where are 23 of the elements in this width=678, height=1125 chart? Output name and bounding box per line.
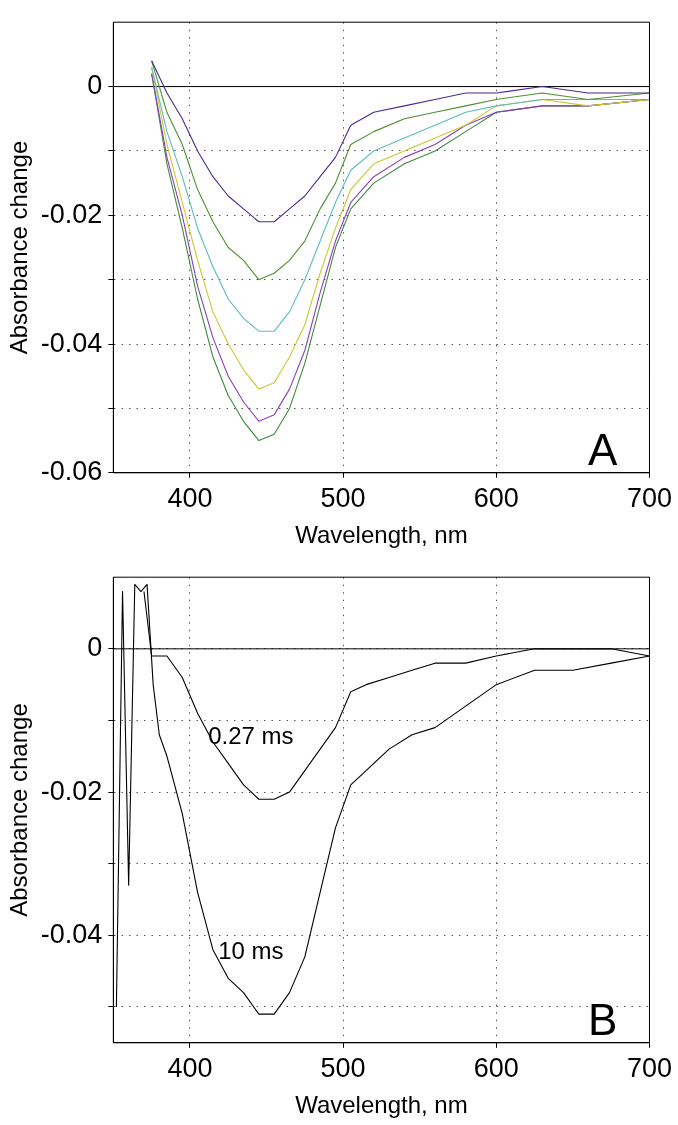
x-tick-label: 400 (167, 1053, 213, 1084)
series-label: 0.27 ms (208, 721, 294, 749)
annotation: A (588, 424, 619, 474)
y-tick-label: -0.04 (40, 327, 103, 358)
series-label: 10 ms (218, 936, 284, 964)
annotation: B (588, 994, 618, 1044)
x-tick-label: 600 (473, 483, 519, 514)
x-axis-title: Wavelength, nm (295, 521, 468, 549)
y-tick-label: -0.06 (40, 456, 103, 487)
y-tick-label: 0 (87, 70, 103, 101)
x-tick-label: 500 (320, 483, 366, 514)
x-tick-label: 600 (473, 1053, 519, 1084)
y-tick-label: -0.02 (40, 198, 103, 229)
y-axis-title: Absorbance change (5, 140, 33, 355)
y-axis-title: Absorbance change (5, 703, 33, 917)
x-axis-title: Wavelength, nm (295, 1091, 468, 1119)
x-tick-label: 500 (320, 1053, 366, 1084)
x-tick-label: 400 (167, 483, 213, 514)
y-tick-label: 0 (87, 632, 103, 663)
x-tick-label: 700 (626, 1053, 673, 1084)
x-tick-label: 700 (626, 483, 673, 514)
y-tick-label: -0.04 (40, 918, 103, 949)
y-tick-label: -0.02 (40, 775, 103, 806)
